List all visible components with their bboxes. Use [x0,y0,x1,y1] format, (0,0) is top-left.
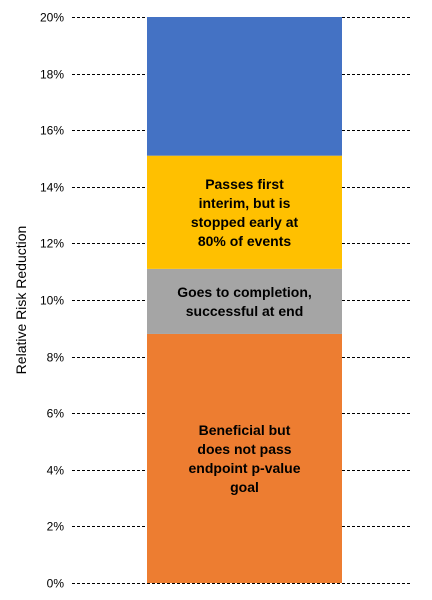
segment-label: Goes to completion, successful at end [177,284,312,319]
y-tick-label: 0% [47,577,65,591]
bar-segment [147,268,342,334]
segment-label-line: Passes first [205,176,284,192]
segment-label-line: 80% of events [198,233,292,249]
segment-label-line: interim, but is [199,195,291,211]
bar-segment [147,333,342,583]
y-tick-label: 8% [47,351,65,365]
segment-label-line: stopped early at [191,214,299,230]
segment-label-line: endpoint p-value [189,460,301,476]
y-tick-label: 2% [47,520,65,534]
y-tick-label: 10% [40,294,64,308]
segment-label-line: does not pass [197,441,291,457]
y-tick-label: 6% [47,407,65,421]
segment-label-line: successful at end [186,303,304,319]
y-tick-label: 20% [40,11,64,25]
bar-segments [147,17,342,583]
y-axis-title: Relative Risk Reduction [13,226,29,375]
bar-segment [147,155,342,269]
segment-labels: Beneficial but does not pass endpoint p-va… [177,176,312,495]
y-tick-label: 16% [40,124,64,138]
segment-label: Beneficial but does not pass endpoint p-va… [189,422,301,495]
bar-segment [147,17,342,156]
y-tick-label: 14% [40,181,64,195]
segment-label-line: goal [230,479,259,495]
segment-label-line: Beneficial but [199,422,291,438]
segment-label-line: Goes to completion, [177,284,312,300]
y-axis-ticks: 0% 2% 4% 6% 8% 10% 12% 14% 16% 18% 20% [40,11,64,591]
y-tick-label: 18% [40,68,64,82]
y-tick-label: 12% [40,237,64,251]
segment-label: Passes first interim, but is stopped early… [191,176,299,249]
y-tick-label: 4% [47,464,65,478]
